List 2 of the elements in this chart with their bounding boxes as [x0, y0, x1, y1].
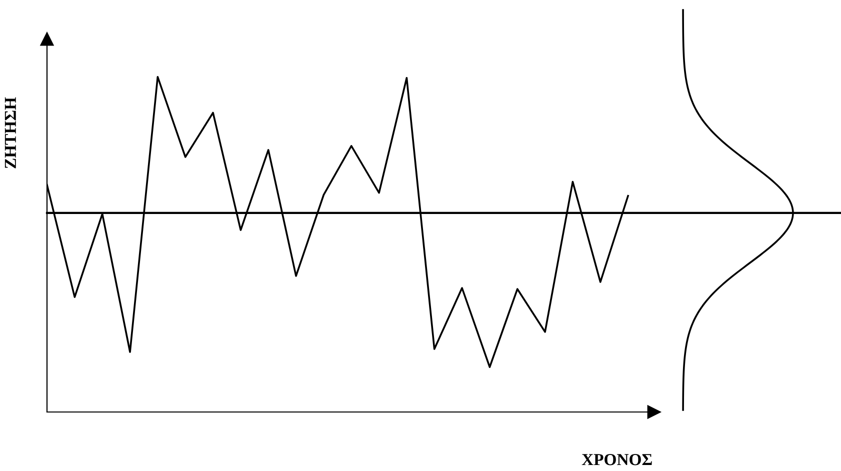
y-axis-title: ΖΗΤΗΣΗ: [4, 97, 16, 168]
x-axis-title: ΧΡΟΝΟΣ: [582, 454, 652, 466]
